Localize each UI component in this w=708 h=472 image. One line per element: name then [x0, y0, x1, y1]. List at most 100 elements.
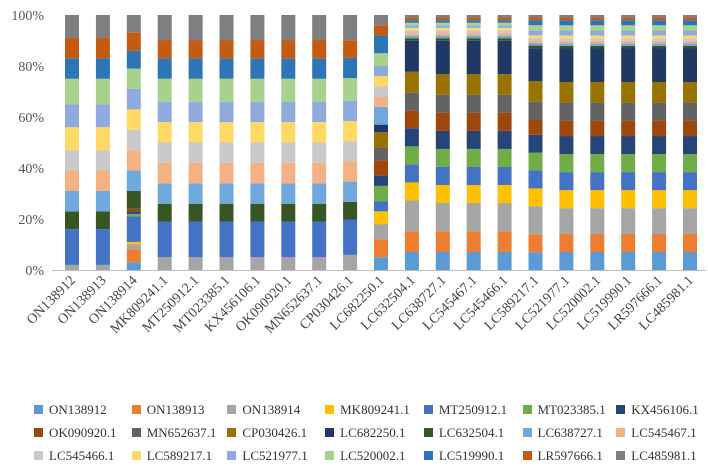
bar-segment: [126, 109, 141, 130]
bar-segment: [404, 200, 419, 232]
bar-segment: [683, 30, 697, 36]
legend-swatch: [423, 428, 433, 437]
bar-segment: [343, 141, 358, 162]
bar-segment: [683, 43, 697, 46]
bar-segment: [157, 183, 172, 204]
bar-segment: [590, 251, 605, 270]
bar-segment: [65, 211, 79, 230]
bar-segment: [528, 170, 543, 189]
bar-segment: [404, 25, 419, 28]
bar-segment: [126, 211, 141, 214]
bar-segment: [683, 251, 697, 270]
bar-segment: [435, 166, 450, 185]
bar-segment: [281, 257, 296, 270]
bar-segment: [404, 231, 419, 252]
bar-segment: [404, 38, 419, 41]
bar-segment: [95, 229, 110, 265]
bar-segment: [343, 219, 358, 255]
bar-segment: [466, 130, 481, 149]
bar-segment: [683, 40, 697, 44]
legend-label: LC545467.1: [631, 424, 697, 440]
legend-item: ON138912: [34, 402, 132, 418]
bar-segment: [404, 17, 419, 21]
bar-segment: [590, 208, 605, 234]
bar-segment: [219, 78, 234, 102]
bar-segment: [497, 40, 512, 75]
bar-segment: [652, 136, 667, 155]
bar-segment: [188, 221, 203, 258]
bar-segment: [374, 257, 388, 270]
bar-segment: [404, 92, 419, 111]
bar-segment: [590, 40, 605, 44]
stacked-bar-chart: 0% 20% 40% 60% 80% 100% ON138912ON138913ON138…: [11, 9, 706, 337]
legend-item: LC682250.1: [325, 425, 424, 441]
bar-segment: [343, 15, 358, 41]
legend-swatch: [34, 405, 43, 414]
bar-segment: [435, 35, 450, 39]
legend-swatch: [34, 451, 43, 460]
bar-segment: [621, 20, 636, 26]
bar-segment: [374, 15, 388, 26]
bar-segment: [188, 40, 203, 59]
bar-segment: [528, 40, 543, 44]
legend-label: ON138914: [242, 401, 301, 417]
bar-segment: [497, 203, 512, 232]
bar-segment: [404, 71, 419, 93]
legend-label: LC682250.1: [340, 424, 406, 440]
legend-swatch: [616, 428, 626, 437]
bar-segment: [374, 76, 388, 87]
legend-label: LC545466.1: [49, 447, 115, 463]
bar-segment: [652, 20, 667, 26]
bar-segment: [126, 88, 141, 110]
bar-segment: [683, 120, 697, 137]
bar-segment: [250, 203, 265, 222]
bar-segment: [65, 104, 79, 128]
bar-segment: [621, 136, 636, 155]
bar-segment: [621, 15, 636, 18]
bar-segment: [404, 251, 419, 270]
bar-segment: [497, 112, 512, 131]
bar-segment: [219, 257, 234, 270]
bar-segment: [528, 188, 543, 207]
bar-segment: [157, 78, 172, 102]
bar-segment: [528, 17, 543, 21]
bar-segment: [590, 154, 605, 173]
bar-segment: [374, 106, 388, 125]
bar-segment: [404, 15, 419, 18]
bar-segment: [652, 190, 667, 209]
bar-segment: [95, 264, 110, 270]
bar-segment: [126, 249, 141, 263]
legend-swatch: [227, 428, 237, 437]
bar-segment: [65, 150, 79, 171]
bar-segment: [435, 203, 450, 232]
legend-item: LC632504.1: [423, 425, 523, 441]
bar-segment: [281, 122, 296, 143]
bar-segment: [528, 134, 543, 153]
bar-segment: [559, 20, 574, 26]
bar-segment: [466, 25, 481, 28]
bar-segment: [652, 48, 667, 82]
bar-segment: [590, 48, 605, 82]
bar-segment: [281, 162, 296, 184]
bar-segment: [404, 22, 419, 26]
bar-segment: [374, 201, 388, 212]
bar-segment: [343, 254, 358, 270]
bar-segment: [621, 30, 636, 36]
bar-segment: [590, 43, 605, 46]
legend-swatch: [325, 451, 335, 460]
bar-segment: [250, 58, 265, 79]
bar-segment: [466, 94, 481, 113]
bar-segment: [65, 58, 79, 79]
bar-segment: [466, 30, 481, 34]
bar-segment: [683, 233, 697, 252]
legend-label: OK090920.1: [49, 424, 117, 440]
bar-segment: [65, 15, 79, 38]
bar-segment: [404, 182, 419, 201]
bar-segment: [528, 45, 543, 49]
bar-segment: [559, 154, 574, 173]
bar-segment: [312, 221, 327, 258]
bar-segment: [157, 257, 172, 270]
y-tick-label: 40%: [18, 162, 44, 177]
legend-label: LC638727.1: [537, 424, 603, 440]
bar-segment: [652, 102, 667, 121]
